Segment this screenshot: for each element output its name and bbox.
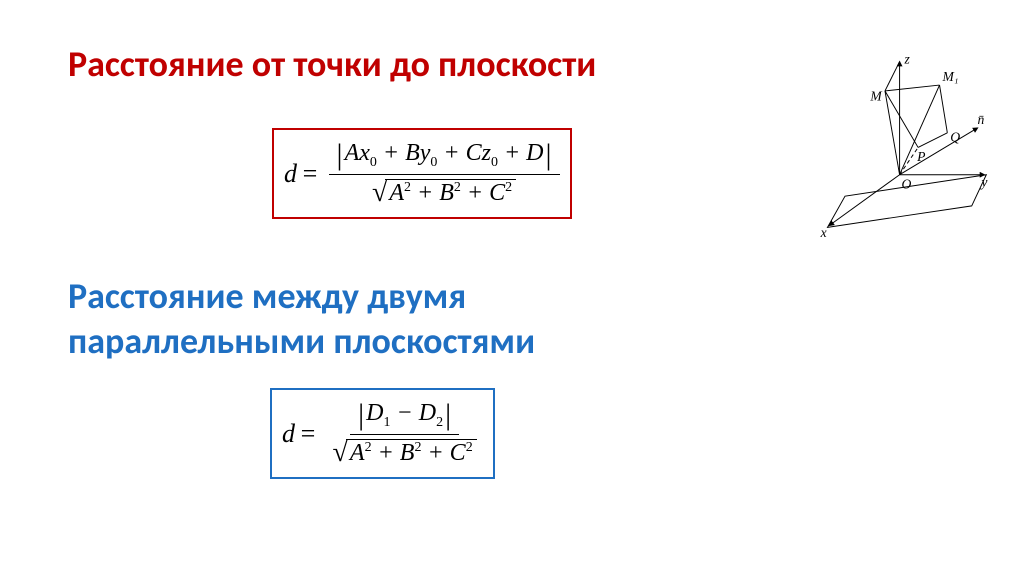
label-O: O [902,176,912,191]
label-z: z [903,52,910,67]
radicand-2: A2 + B2 + C2 [346,439,477,467]
h2-line2: параллельными плоскостями [68,319,535,363]
equals-sign-2: = [299,419,317,449]
label-P: P [916,149,925,164]
abs-close-2: | [443,398,453,432]
sqrt: √ A2 + B2 + C2 [372,177,516,209]
fraction: | Ax0 + By0 + Cz0 + D | √ A2 + B2 + C2 [329,136,560,211]
equals-sign: = [301,159,319,189]
abs-content-2: D1 − D2 [366,400,443,431]
heading-point-to-plane: Расстояние от точки до плоскости [68,42,596,86]
label-y: y [979,174,988,189]
formula-point-to-plane: d = | Ax0 + By0 + Cz0 + D | √ A2 + B2 + … [272,128,572,219]
abs-open-2: | [356,398,366,432]
fraction-2: | D1 − D2 | √ A2 + B2 + C2 [327,396,483,471]
numerator-2: | D1 − D2 | [350,396,459,435]
denominator: √ A2 + B2 + C2 [366,175,522,211]
sqrt-2: √ A2 + B2 + C2 [333,437,477,469]
axes-diagram: z y x O M M₁ Q P n̄ [774,50,994,240]
lhs-d: d [284,159,297,189]
label-M1: M₁ [941,69,958,84]
label-Q: Q [950,130,960,145]
denominator-2: √ A2 + B2 + C2 [327,435,483,471]
numerator: | Ax0 + By0 + Cz0 + D | [329,136,560,175]
heading-parallel-planes: Расстояние между двумя параллельными пло… [68,274,535,364]
label-x: x [820,225,827,240]
abs-open: | [335,138,345,172]
label-M: M [869,89,882,104]
h2-line1: Расстояние между двумя [68,274,466,318]
lhs-d2: d [282,419,295,449]
abs-close: | [544,138,554,172]
formula-parallel-planes: d = | D1 − D2 | √ A2 + B2 + C2 [270,388,495,479]
label-n: n̄ [978,112,985,127]
radicand: A2 + B2 + C2 [385,179,516,207]
abs-content: Ax0 + By0 + Cz0 + D [345,140,544,171]
